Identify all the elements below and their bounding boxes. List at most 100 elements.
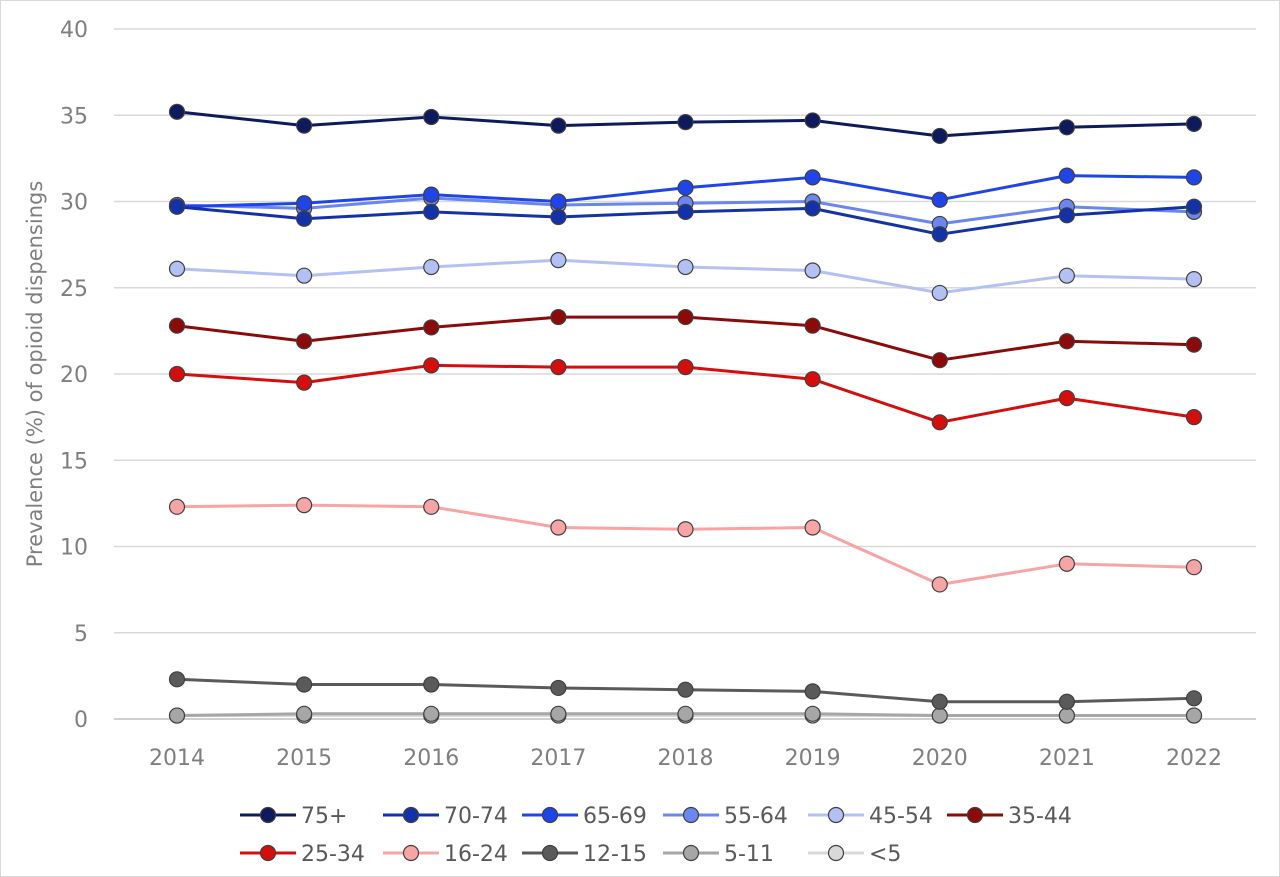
data-point [168,671,186,688]
data-point [1185,707,1203,724]
x-tick-label: 2020 [912,746,968,771]
data-point [677,705,694,722]
data-point [423,186,440,203]
legend-marker [259,844,277,862]
data-point [423,498,440,515]
data-point [1058,267,1075,284]
data-point [804,705,821,722]
legend-label: 75+ [301,804,347,829]
data-point [1185,115,1203,132]
data-point [931,352,948,369]
legend-item: <5 [808,842,901,867]
data-point [296,333,313,350]
y-tick-label: 15 [60,449,88,474]
legend-marker [259,806,277,824]
legend-label: 35-44 [1008,804,1072,829]
y-tick-label: 40 [60,18,88,43]
data-point [423,203,440,220]
data-point [804,262,821,279]
legend-item: 65-69 [522,804,647,829]
data-point [423,705,440,722]
data-point [677,359,694,376]
data-point [931,191,948,208]
data-point [168,260,186,277]
legend-item: 35-44 [947,804,1072,829]
data-point [168,365,186,383]
data-point [804,112,821,129]
data-point [931,284,948,302]
data-point [550,359,567,376]
data-point [168,498,186,515]
data-point [1058,707,1075,724]
legend-item: 25-34 [240,842,365,867]
series-5-11 [168,705,1203,724]
data-point [1058,119,1075,136]
legend: 75+ 70-74 65-69 55-64 45-54 35-44 25-34 16-24 12… [240,804,1072,867]
data-point [677,308,694,326]
legend-label: <5 [869,842,901,867]
data-point [677,203,694,220]
y-axis-title: Prevalence (%) of opioid dispensings [23,181,47,568]
data-point [804,371,821,388]
legend-label: 45-54 [869,804,933,829]
legend-marker [541,806,559,824]
y-tick-label: 20 [60,363,88,388]
legend-marker [827,806,845,824]
y-tick-label: 0 [74,708,88,733]
y-tick-label: 25 [60,277,88,302]
data-point [423,676,440,693]
y-tick-label: 5 [74,622,88,647]
data-point [804,169,821,186]
data-point [296,267,313,284]
x-tick-label: 2014 [149,746,205,771]
data-point [423,357,440,374]
series-45-54 [168,252,1203,302]
x-tick-label: 2018 [658,746,714,771]
legend-item: 75+ [240,804,347,829]
legend-marker [541,844,559,862]
data-point [1185,169,1203,186]
data-point [677,258,694,276]
legend-marker [402,806,420,824]
y-tick-label: 30 [60,191,88,216]
series-25-34 [168,357,1203,431]
data-point [1058,555,1075,572]
data-point [550,705,567,722]
data-point [1185,559,1203,576]
data-point [168,707,186,724]
data-point [550,208,567,226]
series-75+ [168,103,1203,145]
data-point [1058,693,1075,710]
data-point [931,576,948,593]
data-point [1058,390,1075,407]
data-point [550,117,567,134]
legend-label: 16-24 [444,842,508,867]
x-tick-label: 2016 [403,746,459,771]
legend-item: 45-54 [808,804,933,829]
x-tick-label: 2015 [276,746,332,771]
legend-item: 12-15 [522,842,647,867]
data-point [296,497,313,514]
data-point [1185,198,1203,215]
legend-marker [402,844,420,862]
series-line [176,503,1195,586]
legend-marker [682,844,700,862]
data-point [804,683,821,700]
x-tick-label: 2021 [1039,746,1095,771]
data-point [168,103,186,120]
data-point [1058,333,1075,350]
data-point [931,414,948,431]
data-point [1058,207,1075,224]
data-point [550,519,567,536]
data-point [804,519,821,536]
legend-marker [966,806,984,824]
legend-label: 25-34 [301,842,365,867]
x-tick-label: 2017 [530,746,586,771]
data-point [1185,409,1203,426]
legend-item: 5-11 [663,842,774,867]
legend-label: 5-11 [724,842,774,867]
data-point [1185,690,1203,707]
data-point [296,676,313,693]
series-35-44 [168,308,1203,369]
